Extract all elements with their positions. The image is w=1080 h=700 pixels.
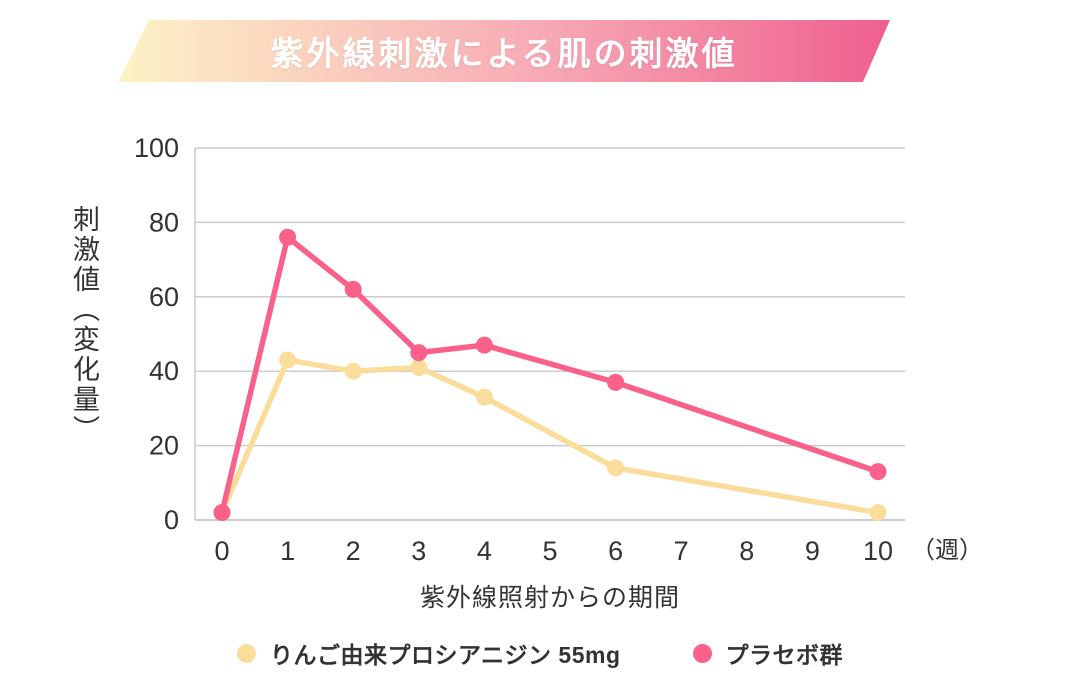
svg-text:20: 20 — [149, 431, 179, 461]
svg-text:80: 80 — [149, 207, 179, 237]
svg-text:0: 0 — [214, 536, 229, 566]
x-axis-label: 紫外線照射からの期間 — [419, 584, 681, 612]
svg-text:100: 100 — [134, 133, 179, 163]
legend-swatch-placebo-icon — [692, 643, 712, 663]
legend-item-apple-procyanidin: りんご由来プロシアニジン 55mg — [236, 636, 621, 670]
chart-title-banner: 紫外線刺激による肌の刺激値 — [118, 20, 890, 82]
svg-text:60: 60 — [149, 282, 179, 312]
svg-text:40: 40 — [149, 356, 179, 386]
svg-text:3: 3 — [411, 536, 426, 566]
svg-text:5: 5 — [542, 536, 557, 566]
legend-label-placebo: プラセボ群 — [725, 642, 843, 668]
chart-title: 紫外線刺激による肌の刺激値 — [270, 34, 738, 73]
svg-text:9: 9 — [805, 536, 820, 566]
svg-text:8: 8 — [739, 536, 754, 566]
legend-label-apple: りんご由来プロシアニジン 55mg — [269, 642, 621, 668]
legend-item-placebo: プラセボ群 — [692, 636, 844, 670]
svg-text:6: 6 — [608, 536, 623, 566]
svg-text:1: 1 — [280, 536, 295, 566]
y-axis-label: 刺激値（変化量） — [69, 205, 99, 445]
svg-text:4: 4 — [477, 536, 492, 566]
svg-text:2: 2 — [346, 536, 361, 566]
svg-text:0: 0 — [164, 505, 179, 535]
svg-text:7: 7 — [674, 536, 689, 566]
svg-text:10: 10 — [863, 536, 893, 566]
legend-swatch-apple-icon — [236, 643, 256, 663]
chart-legend: りんご由来プロシアニジン 55mg プラセボ群 — [0, 636, 1080, 670]
svg-text:（週）: （週） — [911, 537, 983, 564]
